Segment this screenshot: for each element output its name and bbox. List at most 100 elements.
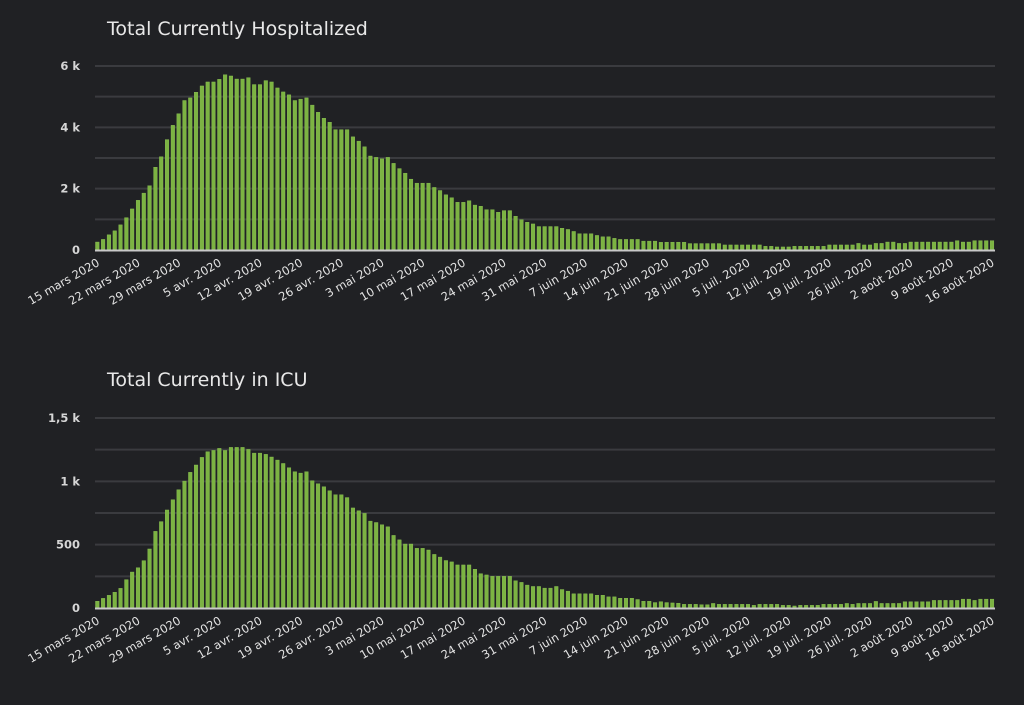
bar xyxy=(472,569,477,609)
bar xyxy=(746,244,751,251)
bar xyxy=(955,240,960,251)
bar xyxy=(908,241,913,251)
bar xyxy=(397,168,402,251)
bar xyxy=(629,598,634,609)
bar xyxy=(153,531,158,609)
bar xyxy=(519,582,524,609)
bar xyxy=(990,240,995,251)
bar xyxy=(130,571,135,609)
bar xyxy=(362,513,367,609)
bar xyxy=(618,598,623,609)
bar xyxy=(513,216,518,251)
bar xyxy=(978,598,983,609)
bar xyxy=(699,243,704,251)
bar xyxy=(449,561,454,609)
bar xyxy=(751,244,756,251)
bar xyxy=(862,603,867,609)
bar xyxy=(304,97,309,251)
bar xyxy=(809,246,814,251)
bar xyxy=(554,226,559,251)
bar xyxy=(298,472,303,609)
bar xyxy=(345,129,350,251)
bar xyxy=(345,497,350,609)
bar xyxy=(95,241,100,251)
bar xyxy=(391,535,396,609)
bar xyxy=(159,156,164,251)
bar xyxy=(374,522,379,609)
bar xyxy=(693,604,698,609)
bar xyxy=(682,604,687,609)
bar xyxy=(937,241,942,251)
bar xyxy=(902,601,907,609)
bar xyxy=(873,243,878,251)
bar xyxy=(356,140,361,251)
y-tick-label: 2 k xyxy=(60,182,80,196)
bar xyxy=(763,604,768,609)
bar xyxy=(548,587,553,609)
bar xyxy=(112,230,117,251)
bar xyxy=(850,244,855,251)
y-tick-label: 500 xyxy=(56,538,80,552)
bar xyxy=(385,526,390,609)
bar xyxy=(577,593,582,609)
bar xyxy=(461,202,466,251)
bar xyxy=(478,573,483,609)
bar xyxy=(182,100,187,251)
bar xyxy=(461,564,466,609)
bar xyxy=(414,548,419,609)
bar xyxy=(467,564,472,609)
bar xyxy=(885,603,890,609)
bar xyxy=(339,494,344,609)
bar xyxy=(943,600,948,609)
bar xyxy=(170,125,175,251)
y-tick-label: 6 k xyxy=(60,59,80,73)
bar xyxy=(432,187,437,251)
bar xyxy=(583,593,588,609)
bar xyxy=(856,603,861,609)
bar xyxy=(327,490,332,609)
bar xyxy=(287,94,292,251)
bar xyxy=(228,447,233,609)
chart-title: Total Currently in ICU xyxy=(106,369,307,391)
bar xyxy=(304,471,309,609)
bar xyxy=(438,556,443,609)
bar xyxy=(310,480,315,609)
bar xyxy=(571,593,576,609)
bar xyxy=(182,480,187,609)
bar xyxy=(205,81,210,251)
bar xyxy=(188,472,193,609)
bar xyxy=(496,576,501,609)
bar xyxy=(960,241,965,251)
bar xyxy=(885,241,890,251)
bar xyxy=(217,448,222,609)
bar xyxy=(350,136,355,251)
bar xyxy=(269,81,274,251)
bar xyxy=(716,604,721,609)
bar xyxy=(467,200,472,251)
bar xyxy=(205,451,210,609)
bar xyxy=(414,182,419,251)
bar xyxy=(176,113,181,251)
bar xyxy=(728,604,733,609)
bar xyxy=(984,598,989,609)
bar xyxy=(716,243,721,251)
bar xyxy=(676,602,681,609)
bar xyxy=(455,564,460,609)
bar xyxy=(833,244,838,251)
bar xyxy=(879,603,884,609)
bar xyxy=(920,241,925,251)
bar xyxy=(868,603,873,609)
bar xyxy=(926,601,931,609)
bar xyxy=(705,243,710,251)
bar xyxy=(949,600,954,609)
bar xyxy=(606,236,611,251)
bar xyxy=(931,241,936,251)
bar xyxy=(449,197,454,251)
bar xyxy=(624,598,629,609)
bar xyxy=(478,206,483,251)
bar xyxy=(217,79,222,251)
bar xyxy=(269,456,274,609)
bar xyxy=(856,243,861,251)
bar xyxy=(362,146,367,251)
